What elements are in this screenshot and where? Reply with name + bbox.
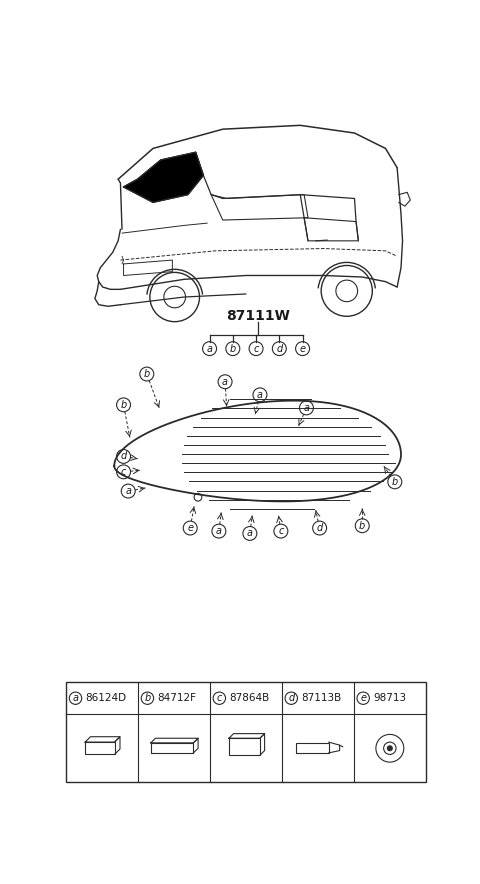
Text: b: b bbox=[230, 344, 236, 354]
Text: a: a bbox=[72, 693, 79, 703]
Text: c: c bbox=[121, 467, 126, 476]
Text: 86124D: 86124D bbox=[85, 693, 127, 703]
Text: a: a bbox=[206, 344, 213, 354]
Text: b: b bbox=[392, 476, 398, 487]
Text: d: d bbox=[276, 344, 282, 354]
Text: b: b bbox=[120, 400, 127, 410]
Text: 87113B: 87113B bbox=[301, 693, 342, 703]
Bar bbox=[66, 682, 426, 782]
Text: c: c bbox=[278, 526, 284, 536]
Text: d: d bbox=[288, 693, 294, 703]
Text: a: a bbox=[222, 377, 228, 386]
Text: b: b bbox=[144, 693, 151, 703]
Bar bbox=[296, 743, 329, 753]
Bar bbox=[85, 742, 115, 754]
Text: e: e bbox=[360, 693, 366, 703]
Polygon shape bbox=[123, 152, 204, 202]
Text: b: b bbox=[144, 369, 150, 379]
Text: a: a bbox=[125, 486, 131, 496]
Text: 84712F: 84712F bbox=[157, 693, 196, 703]
Text: d: d bbox=[120, 452, 127, 461]
Text: 87111W: 87111W bbox=[226, 309, 289, 324]
Text: 98713: 98713 bbox=[373, 693, 407, 703]
Text: a: a bbox=[247, 529, 253, 538]
Text: a: a bbox=[303, 403, 310, 413]
Text: c: c bbox=[253, 344, 259, 354]
Text: a: a bbox=[257, 390, 263, 400]
Text: c: c bbox=[216, 693, 222, 703]
Text: e: e bbox=[187, 523, 193, 533]
Text: a: a bbox=[216, 526, 222, 536]
Bar bbox=[229, 738, 260, 755]
Text: d: d bbox=[316, 523, 323, 533]
Circle shape bbox=[387, 746, 392, 751]
Text: b: b bbox=[359, 521, 365, 530]
Text: e: e bbox=[300, 344, 306, 354]
Bar bbox=[151, 743, 193, 753]
Text: 87864B: 87864B bbox=[229, 693, 270, 703]
